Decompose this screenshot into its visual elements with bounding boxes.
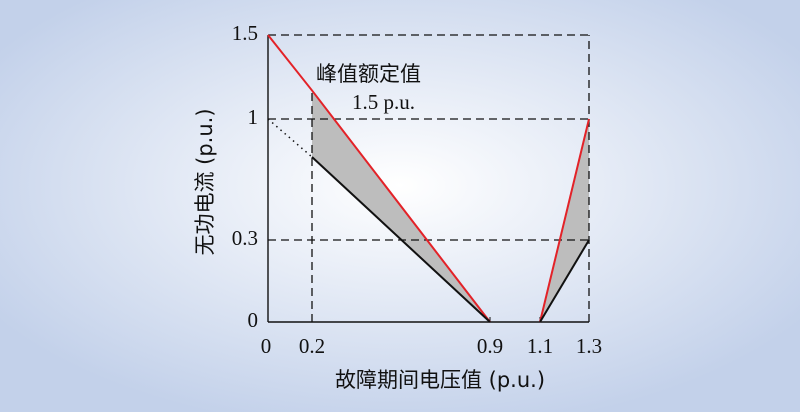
annotation: 峰值额定值: [316, 62, 421, 86]
y-tick-label: 0: [248, 308, 259, 332]
y-tick-label: 0.3: [232, 226, 258, 250]
x-tick-label: 0.2: [299, 334, 325, 358]
x-tick-label: 0.9: [477, 334, 503, 358]
line: [267, 34, 491, 323]
y-tick-label: 1: [248, 105, 259, 129]
line: [539, 118, 590, 323]
plot-area: 0 0.3 1 1.5 0 0.2 0.9 1.1 1.3: [232, 21, 602, 358]
x-axis-label: 故障期间电压值 (p.u.): [335, 368, 545, 392]
x-tick-label: 1.1: [527, 334, 553, 358]
line: [311, 156, 491, 323]
y-tick-label: 1.5: [232, 21, 258, 45]
line: [539, 239, 590, 323]
x-tick-label: 1.3: [576, 334, 602, 358]
annotation: 1.5 p.u.: [352, 90, 415, 114]
x-tick-label: 0: [261, 334, 272, 358]
y-axis-label: 无功电流 (p.u.): [193, 108, 217, 255]
